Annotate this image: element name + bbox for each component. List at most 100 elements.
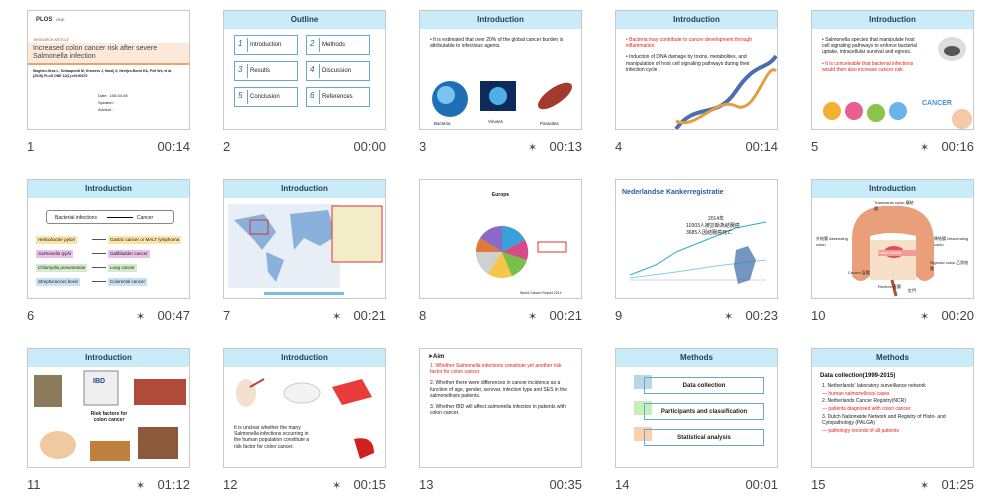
slide-title: Introduction xyxy=(812,11,973,29)
outline-divider xyxy=(319,38,320,52)
illustration xyxy=(812,180,973,298)
animation-star: ✶ xyxy=(332,311,342,323)
slide-number: 11 xyxy=(27,477,41,492)
image-caption: Parasites xyxy=(540,121,559,126)
pair-from: Streptococcus bovis xyxy=(36,278,81,287)
outline-text: Methods xyxy=(322,42,346,48)
slide-time: 00:35 xyxy=(549,477,582,492)
slide-number: 7 xyxy=(223,308,231,323)
slide-thumbnail[interactable]: Methods Data collection Participants and c… xyxy=(615,348,778,468)
outline-text: References xyxy=(322,94,353,100)
illustration xyxy=(812,11,973,129)
bullet-text: • Bacteria may contribute to cancer deve… xyxy=(626,37,752,50)
slide-title: Introduction xyxy=(812,180,973,198)
animation-star: ✶ xyxy=(920,142,930,154)
outline-number: 5 xyxy=(238,91,243,100)
illustration-art xyxy=(674,54,777,129)
outline-number: 1 xyxy=(238,39,243,48)
slide-number: 13 xyxy=(419,477,434,492)
slide-number: 6 xyxy=(27,308,35,323)
pair-arrow xyxy=(92,239,106,240)
slide-thumbnail[interactable]: Introduction IBD Risk factors for colon ca… xyxy=(27,348,190,468)
outline-divider xyxy=(319,64,320,78)
illustration-art xyxy=(852,205,934,297)
pair-arrow xyxy=(92,253,106,254)
authors: Mughini-Gras L, Schaapveld M, Kramers J,… xyxy=(33,69,173,78)
outline-number: 2 xyxy=(310,39,315,48)
outline-divider xyxy=(247,90,248,104)
animation-star: ✶ xyxy=(920,480,930,492)
slide-time: 00:14 xyxy=(745,139,778,154)
pair-to: Lung cancer xyxy=(108,264,137,273)
slide-time: 00:23 xyxy=(745,308,778,323)
slide-thumbnail[interactable]: Nederlandse Kankerregistratie 2014年 10303人… xyxy=(615,179,778,299)
bullet-text: • Induction of DNA damage by toxins, met… xyxy=(626,54,750,73)
anatomy-label: Cecum 盲腸 xyxy=(848,270,870,275)
image-caption: Viruses xyxy=(488,119,503,124)
pair-to: Gallbladder cancer xyxy=(108,250,150,259)
animation-star: ✶ xyxy=(332,480,342,492)
pair-arrow xyxy=(92,267,106,268)
flow-arrow xyxy=(107,217,133,218)
bullet-text: 3. Whether IBD will affect salmonella in… xyxy=(430,404,566,417)
slide-thumbnail[interactable]: Outline 1 Introduction 2 Methods 3 Results 4 Dis… xyxy=(223,10,386,130)
slide-thumbnail[interactable]: Introduction • Bacteria may contribute to… xyxy=(615,10,778,130)
slide-thumbnail[interactable]: Introduction xyxy=(223,179,386,299)
slide-thumbnail[interactable]: Introduction Transverse colon 橫結腸 升結腸 Asce… xyxy=(811,179,974,299)
slide-thumbnail[interactable]: Introduction • Salmonella species that ma… xyxy=(811,10,974,130)
outline-box: 1 Introduction xyxy=(234,35,298,55)
chart-title: Europe xyxy=(491,192,510,198)
logo-sub: ONE xyxy=(56,17,65,22)
slide-time: 00:16 xyxy=(941,139,974,154)
presenter-info: Advisor : xyxy=(98,107,114,112)
slide-number: 14 xyxy=(615,477,630,492)
method-swatch xyxy=(634,401,652,415)
slide-number: 1 xyxy=(27,139,35,154)
outline-box: 2 Methods xyxy=(306,35,370,55)
bullet-text: — pathology records of all patients xyxy=(822,427,899,434)
slide-thumbnail[interactable]: ➤Aim 1. Whether Salmonella infections con… xyxy=(419,348,582,468)
illustration-art xyxy=(34,370,186,461)
slide-thumbnail[interactable]: Europe World Cancer Report 2014 xyxy=(419,179,582,299)
slide-number: 12 xyxy=(223,477,238,492)
chart-source: World Cancer Report 2014 xyxy=(520,291,562,295)
illustration xyxy=(224,180,385,298)
illustration xyxy=(616,180,777,298)
slide-number: 3 xyxy=(419,139,427,154)
outline-text: Introduction xyxy=(250,42,282,48)
outline-number: 3 xyxy=(238,65,243,74)
article-heading: Increased colon cancer risk after severe… xyxy=(33,45,158,60)
image-caption: Risk factors for colon cancer xyxy=(90,411,128,424)
slide-thumbnail[interactable]: Introduction It is unclear whether the ma… xyxy=(223,348,386,468)
illustration-art xyxy=(228,204,383,295)
illustration-art xyxy=(432,81,573,117)
slide-title: Introduction xyxy=(28,349,189,367)
outline-box: 5 Conclusion xyxy=(234,87,298,107)
slide-thumbnail[interactable]: Introduction • It is estimated that over … xyxy=(419,10,582,130)
animation-star: ✶ xyxy=(136,480,146,492)
presenter-info: Date : 108.04.08 xyxy=(98,93,128,98)
chart-title: Nederlandse Kankerregistratie xyxy=(622,189,724,196)
bullet-text: 1. Netherlands' laboratory surveillance … xyxy=(822,383,926,389)
animation-star: ✶ xyxy=(528,142,538,154)
illustration-art xyxy=(475,225,567,278)
heading-band: Increased colon cancer risk after severe… xyxy=(28,43,189,65)
anatomy-label: Transverse colon 橫結腸 xyxy=(874,200,914,212)
slide-number: 2 xyxy=(223,139,231,154)
slide-thumbnail[interactable]: PLOS ONE RESEARCH ARTICLE Increased colon c… xyxy=(27,10,190,130)
slide-thumbnail[interactable]: Introduction Bacterial infections Cancer He… xyxy=(27,179,190,299)
pair-from: Salmonella typhi xyxy=(36,250,74,259)
slide-time: 00:13 xyxy=(549,139,582,154)
bullet-text: — patients diagnosed with colon cancer xyxy=(822,406,911,413)
slide-number: 9 xyxy=(615,308,623,323)
slide-heading: Data collection(1999-2015) xyxy=(820,373,896,379)
slide-number: 15 xyxy=(811,477,826,492)
slide-time: 00:14 xyxy=(157,139,190,154)
slide-thumbnail[interactable]: Methods Data collection(1999-2015) 1. Neth… xyxy=(811,348,974,468)
pair-from: Helicobacter pylori xyxy=(36,236,78,245)
slide-title: Introduction xyxy=(224,180,385,198)
method-box: Statistical analysis xyxy=(644,429,764,446)
slide-title: Methods xyxy=(616,349,777,367)
slide-heading: ➤Aim xyxy=(428,354,445,360)
